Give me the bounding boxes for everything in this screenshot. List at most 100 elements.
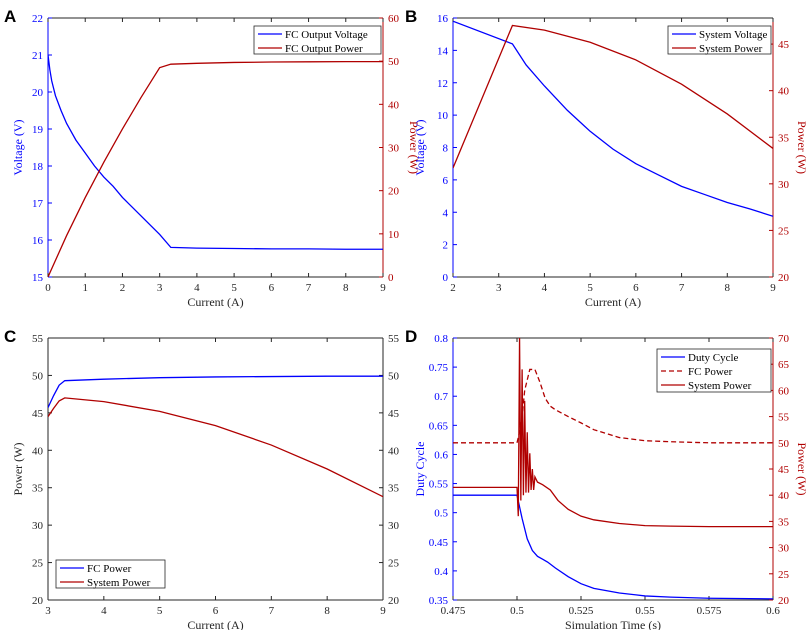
x-axis-label: Simulation Time (s) (565, 618, 661, 630)
x-tick-label: 5 (587, 282, 593, 294)
x-tick-label: 9 (380, 282, 386, 294)
y-right-tick-label: 50 (388, 56, 400, 68)
x-tick-label: 0.5 (510, 605, 524, 617)
series-line-system-voltage (453, 20, 773, 217)
x-tick-label: 7 (306, 282, 312, 294)
y-left-tick-label: 10 (437, 110, 449, 122)
y-left-tick-label: 15 (32, 272, 44, 284)
y-left-tick-label: 0.55 (429, 479, 449, 491)
x-tick-label: 4 (194, 282, 200, 294)
y-left-tick-label: 35 (32, 483, 44, 495)
y-left-tick-label: 14 (437, 45, 449, 57)
y-right-tick-label: 40 (388, 445, 400, 457)
x-tick-label: 3 (157, 282, 163, 294)
x-tick-label: 3 (45, 605, 51, 617)
y-left-tick-label: 8 (443, 143, 449, 155)
x-tick-label: 0.55 (635, 605, 655, 617)
panel-label: B (405, 7, 417, 26)
y-left-tick-label: 16 (32, 235, 44, 247)
series-line-duty-cycle (453, 494, 773, 600)
y-left-tick-label: 20 (32, 87, 44, 99)
x-tick-label: 5 (231, 282, 237, 294)
y-axis-left-label: Voltage (V) (11, 119, 25, 175)
panel-label: A (4, 7, 16, 26)
legend-label: FC Power (87, 563, 132, 575)
y-left-tick-label: 0.4 (434, 566, 448, 578)
y-left-tick-label: 0.45 (429, 537, 449, 549)
x-tick-label: 6 (269, 282, 275, 294)
x-tick-label: 4 (542, 282, 548, 294)
series-line-fc-power (48, 375, 383, 408)
y-left-tick-label: 6 (443, 175, 449, 187)
x-tick-label: 6 (213, 605, 219, 617)
y-right-tick-label: 30 (388, 143, 400, 155)
y-left-tick-label: 22 (32, 13, 43, 25)
x-tick-label: 7 (679, 282, 685, 294)
y-right-tick-label: 40 (778, 86, 790, 98)
x-tick-label: 0 (45, 282, 51, 294)
legend-label: FC Output Voltage (285, 29, 368, 41)
series-line-fc-output-power (48, 60, 383, 277)
legend-label: System Voltage (699, 29, 767, 41)
x-tick-label: 9 (770, 282, 776, 294)
y-right-tick-label: 55 (388, 333, 400, 345)
y-axis-left-label: Duty Cycle (413, 442, 427, 497)
y-right-tick-label: 40 (388, 99, 400, 111)
x-tick-label: 2 (120, 282, 126, 294)
y-right-tick-label: 20 (778, 595, 790, 607)
y-right-tick-label: 20 (778, 272, 790, 284)
y-left-tick-label: 19 (32, 124, 44, 136)
x-tick-label: 0.525 (569, 605, 594, 617)
y-left-tick-label: 4 (443, 207, 449, 219)
y-axis-right-label: Power (W) (407, 121, 421, 174)
x-axis-label: Current (A) (187, 295, 243, 309)
y-left-tick-label: 21 (32, 50, 43, 62)
y-right-tick-label: 45 (778, 464, 790, 476)
y-right-tick-label: 0 (388, 272, 394, 284)
y-left-tick-label: 0.5 (434, 508, 448, 520)
series-line-fc-output-voltage (48, 54, 383, 250)
y-left-tick-label: 40 (32, 445, 44, 457)
y-axis-left-label: Power (W) (11, 443, 25, 496)
chart-panel-a: 0 1 2 3 4 5 6 7 8 9 15 16 17 18 19 20 21 22 0 10 20 30 40 50 60 C… (4, 7, 421, 309)
y-right-tick-label: 45 (778, 39, 790, 51)
x-tick-label: 0.575 (697, 605, 722, 617)
y-right-tick-label: 70 (778, 333, 790, 345)
y-right-tick-label: 45 (388, 408, 400, 420)
x-tick-label: 1 (82, 282, 88, 294)
y-left-tick-label: 55 (32, 333, 44, 345)
y-right-tick-label: 35 (778, 516, 790, 528)
y-left-tick-label: 2 (443, 240, 449, 252)
series-line-system-power (48, 397, 383, 498)
y-right-tick-label: 50 (388, 370, 400, 382)
y-left-tick-label: 20 (32, 595, 44, 607)
legend-box (667, 25, 772, 55)
x-tick-label: 6 (633, 282, 639, 294)
x-tick-label: 5 (157, 605, 163, 617)
y-left-tick-label: 0.75 (429, 362, 449, 374)
legend-box (253, 25, 382, 55)
x-tick-label: 8 (725, 282, 731, 294)
legend-label: Duty Cycle (688, 352, 739, 364)
y-right-tick-label: 30 (778, 179, 790, 191)
y-right-tick-label: 50 (778, 438, 790, 450)
y-left-tick-label: 17 (32, 198, 44, 210)
y-right-tick-label: 25 (778, 225, 790, 237)
x-axis-label: Current (A) (187, 618, 243, 630)
x-tick-label: 7 (269, 605, 275, 617)
y-left-tick-label: 12 (437, 78, 448, 90)
y-left-tick-label: 0 (443, 272, 449, 284)
y-left-tick-label: 0.8 (434, 333, 448, 345)
x-tick-label: 8 (324, 605, 330, 617)
y-left-tick-label: 50 (32, 370, 44, 382)
y-left-tick-label: 30 (32, 520, 44, 532)
series-line-system-power (453, 338, 773, 528)
y-left-tick-label: 45 (32, 408, 44, 420)
legend-label: System Power (688, 380, 752, 392)
y-right-tick-label: 60 (388, 13, 400, 25)
panel-label: D (405, 327, 417, 346)
x-tick-label: 0.6 (766, 605, 780, 617)
legend-label: System Power (699, 43, 763, 55)
legend-label: FC Power (688, 366, 733, 378)
x-tick-label: 3 (496, 282, 502, 294)
